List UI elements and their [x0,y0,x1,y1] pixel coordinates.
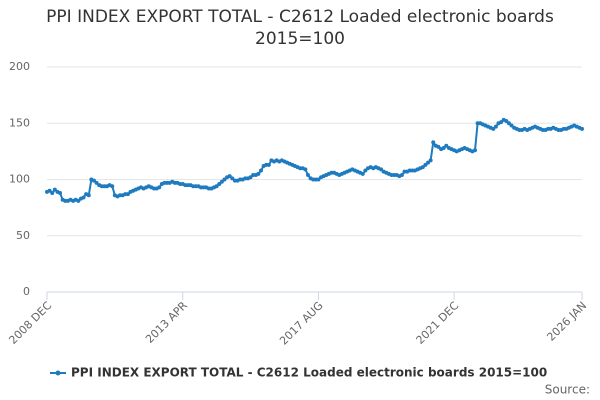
point [227,174,232,179]
x-tick-label: 2026 JAN [544,299,589,344]
y-tick-label: 200 [9,60,30,73]
y-tick-label: 150 [9,116,30,129]
point [81,195,86,200]
point [441,146,446,150]
point [222,177,227,182]
point [504,119,509,123]
point [305,173,310,177]
point [580,126,584,131]
point [52,187,57,192]
legend-label: PPI INDEX EXPORT TOTAL - C2612 Loaded el… [71,366,547,380]
point [217,182,222,186]
point [256,171,261,176]
legend-marker [55,370,61,376]
point [493,124,498,129]
point [379,167,384,172]
point [47,188,52,193]
chart-title: PPI INDEX EXPORT TOTAL - C2612 Loaded el… [46,7,554,49]
point [316,177,321,182]
point [491,126,496,131]
point [509,123,514,128]
y-tick-label: 50 [16,229,30,242]
y-tick-label: 0 [23,285,30,298]
point [506,121,511,126]
point [58,191,63,195]
point [303,167,308,172]
point [219,179,224,184]
point [214,184,219,189]
point [423,162,428,167]
point [125,192,130,197]
point [266,162,271,167]
point [76,198,81,203]
point [94,180,99,185]
point [473,148,477,153]
point [428,158,433,163]
x-tick-label: 2017 AUG [277,299,326,348]
y-tick-label: 100 [9,173,30,186]
series-line [46,118,583,203]
x-tick-label: 2008 DEC [6,299,54,347]
point [50,191,55,195]
point [436,144,441,149]
point [259,168,263,173]
x-tick-label: 2013 APR [143,299,190,346]
x-tick-label: 2021 DEC [414,299,462,347]
point [230,176,235,181]
source: Source: [545,383,590,397]
point [399,173,404,177]
point [420,165,425,170]
point [431,140,436,145]
point [499,120,504,125]
point [86,193,91,198]
point [444,143,449,148]
point [363,168,368,173]
point [360,171,365,176]
point [91,178,96,183]
point [426,160,431,165]
point [110,184,115,189]
point [157,185,162,190]
point [248,175,253,180]
